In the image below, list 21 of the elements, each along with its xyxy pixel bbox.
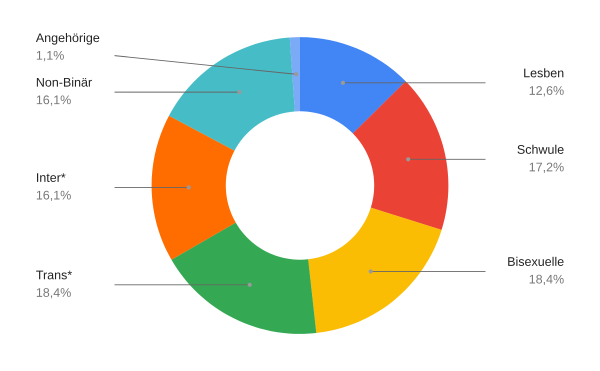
donut-slice xyxy=(171,222,316,334)
slice-label: Inter* xyxy=(37,173,66,182)
data-label: 16,1% xyxy=(36,95,71,106)
slice-label: Lesben xyxy=(524,68,564,78)
donut-slice xyxy=(308,208,442,333)
slice-label: Trans* xyxy=(36,270,72,280)
data-label: 17,2% xyxy=(530,162,564,173)
slice-label: Non-Binär xyxy=(36,78,92,87)
donut-slice xyxy=(152,116,236,260)
data-label: 1,1% xyxy=(36,50,64,62)
slice-label: Bisexuelle xyxy=(508,256,564,266)
slice-label: Angehörige xyxy=(36,32,100,45)
data-label: 18,4% xyxy=(530,274,564,286)
donut-slice xyxy=(168,37,295,151)
data-label: 18,4% xyxy=(36,288,71,298)
slice-label: Schwule xyxy=(517,144,564,154)
donut-slice xyxy=(300,37,406,134)
data-label: 12,6% xyxy=(530,86,564,96)
donut-slice xyxy=(352,81,448,230)
donut-slice xyxy=(290,37,300,112)
data-label: 16,1% xyxy=(36,190,71,202)
